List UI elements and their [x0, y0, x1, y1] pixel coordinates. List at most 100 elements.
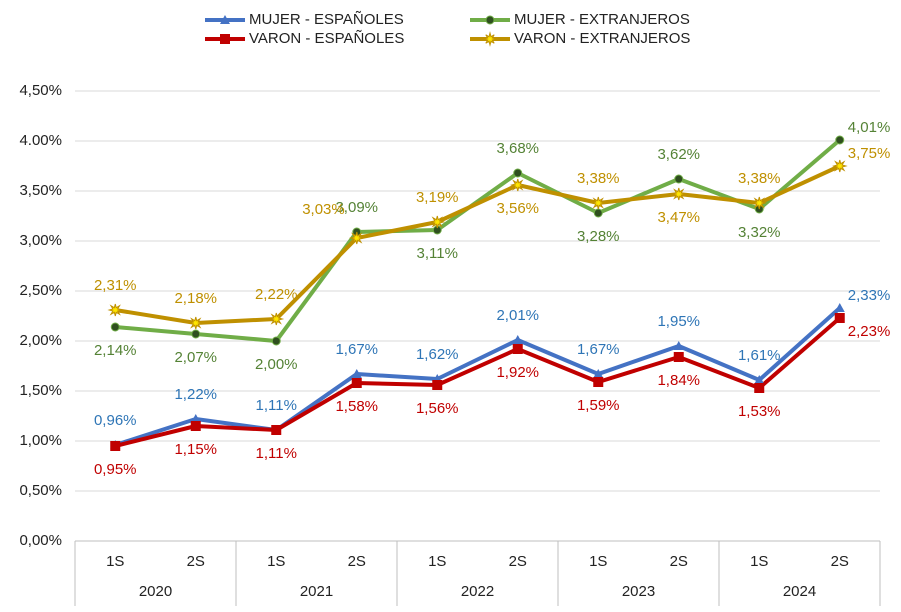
data-label: 3,19%	[416, 189, 459, 206]
point	[831, 159, 848, 173]
y-tick-label: 4.00%	[19, 132, 62, 149]
point	[271, 425, 282, 435]
data-label: 2,33%	[848, 287, 891, 304]
point	[509, 178, 526, 192]
legend-marker	[485, 15, 495, 25]
legend-label: VARON - EXTRANJEROS	[514, 30, 690, 47]
point	[593, 208, 603, 218]
data-label: 1,84%	[657, 372, 700, 389]
x-tick-label: 1S	[106, 553, 124, 570]
point	[512, 344, 523, 354]
data-label: 3,28%	[577, 228, 620, 245]
data-label: 3,11%	[417, 245, 458, 262]
data-label: 1,58%	[335, 398, 378, 415]
point	[754, 383, 765, 393]
point	[351, 378, 362, 388]
point	[110, 322, 120, 332]
x-tick-label: 2S	[509, 553, 527, 570]
series-line	[114, 164, 841, 325]
point	[593, 369, 604, 378]
data-label: 1,67%	[577, 341, 620, 358]
point	[835, 135, 845, 145]
y-tick-label: 4,50%	[19, 82, 62, 99]
point	[271, 336, 281, 346]
legend-marker	[482, 31, 498, 47]
point	[191, 329, 201, 339]
data-label: 1,11%	[256, 397, 297, 414]
series-line	[114, 306, 842, 447]
x-tick-label: 1S	[428, 553, 446, 570]
data-label: 2,18%	[174, 290, 217, 307]
point	[110, 441, 121, 451]
point	[754, 375, 765, 384]
legend-label: MUJER - EXTRANJEROS	[514, 11, 690, 28]
point	[268, 312, 285, 326]
x-tick-label: 2S	[187, 553, 205, 570]
data-label: 1,67%	[335, 341, 378, 358]
y-tick-label: 3,50%	[19, 182, 62, 199]
point	[673, 341, 684, 350]
point	[187, 316, 204, 330]
legend-label: VARON - ESPAÑOLES	[249, 30, 404, 47]
x-tick-label: 2S	[831, 553, 849, 570]
data-label: 3,56%	[496, 200, 539, 217]
data-label: 3,62%	[657, 146, 700, 163]
data-label: 3,47%	[657, 209, 700, 226]
data-label: 2,23%	[848, 323, 891, 340]
x-tick-label: 2S	[670, 553, 688, 570]
data-label: 3,38%	[577, 170, 620, 187]
y-tick-label: 2,50%	[19, 282, 62, 299]
x-tick-label: 2S	[348, 553, 366, 570]
data-label: 3,03%	[302, 201, 345, 218]
point	[674, 174, 684, 184]
data-label: 3,38%	[738, 170, 781, 187]
data-label: 1,15%	[174, 441, 217, 458]
data-label: 1,95%	[657, 313, 700, 330]
x-group-label: 2023	[622, 583, 655, 600]
data-label: 3,75%	[848, 145, 891, 162]
data-label: 1,62%	[416, 346, 459, 363]
data-label: 3,68%	[496, 140, 539, 157]
data-label: 1,59%	[577, 397, 620, 414]
data-label: 3,32%	[738, 224, 781, 241]
data-label: 1,61%	[738, 347, 781, 364]
point	[190, 414, 201, 423]
data-label: 4,01%	[848, 119, 891, 136]
x-tick-label: 1S	[750, 553, 768, 570]
x-group-label: 2020	[139, 583, 172, 600]
legend-label: MUJER - ESPAÑOLES	[249, 11, 404, 28]
data-label: 1,11%	[256, 445, 297, 462]
data-label: 1,22%	[174, 386, 217, 403]
point	[190, 421, 201, 431]
y-tick-label: 0,50%	[19, 482, 62, 499]
legend-marker	[220, 34, 230, 44]
data-label: 2,00%	[255, 356, 298, 373]
data-label: 2,14%	[94, 342, 137, 359]
point	[348, 231, 365, 245]
x-group-label: 2021	[300, 583, 333, 600]
x-group-label: 2024	[783, 583, 816, 600]
y-tick-label: 0,00%	[19, 532, 62, 549]
point	[513, 168, 523, 178]
point	[670, 187, 687, 201]
legend-marker	[220, 15, 230, 24]
data-label: 2,07%	[174, 349, 217, 366]
x-group-label: 2022	[461, 583, 494, 600]
point	[593, 377, 604, 387]
data-label: 2,31%	[94, 277, 137, 294]
point	[673, 352, 684, 362]
y-tick-label: 1,00%	[19, 432, 62, 449]
series-line	[114, 316, 842, 448]
data-label: 2,22%	[255, 286, 298, 303]
data-label: 0,96%	[94, 412, 137, 429]
point	[351, 369, 362, 378]
data-label: 2,01%	[496, 307, 539, 324]
point	[429, 215, 446, 229]
y-tick-label: 1,50%	[19, 382, 62, 399]
y-tick-label: 3,00%	[19, 232, 62, 249]
data-label: 1,53%	[738, 403, 781, 420]
point	[590, 196, 607, 210]
data-label: 1,56%	[416, 400, 459, 417]
y-tick-label: 2,00%	[19, 332, 62, 349]
